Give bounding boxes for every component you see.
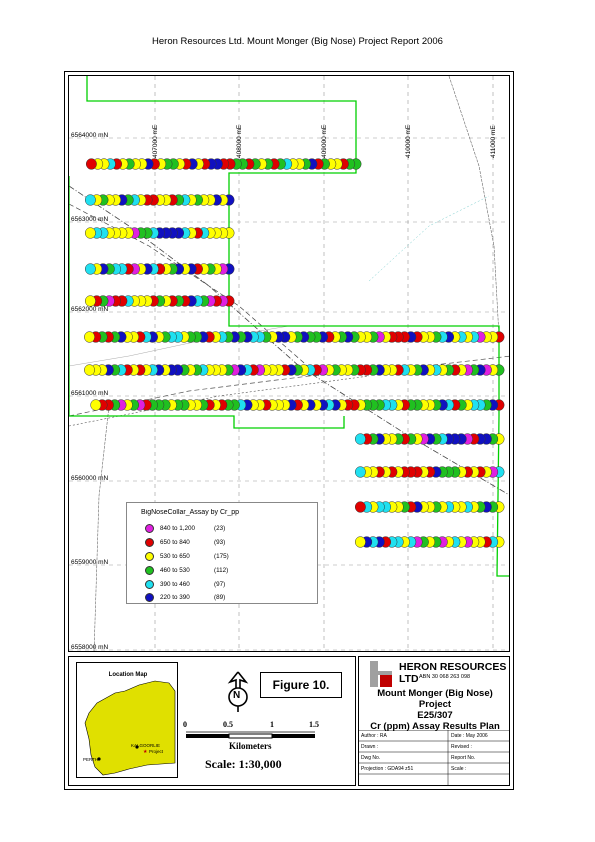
legend-range: 530 to 650 [160,552,190,560]
legend-range: 460 to 530 [160,566,190,574]
legend-item: 220 to 390 (89) [145,591,225,603]
legend-swatch [145,579,154,589]
track-line [69,375,370,427]
dwg-field: Dwg No. [361,755,381,761]
legend: BigNoseCollar_Assay by Cr_pp 840 to 1,20… [126,502,318,604]
wa-outline [84,680,176,776]
scale-bar [186,731,315,739]
project-tenement: E25/307 [417,710,453,721]
legend-swatch [145,537,154,547]
legend-count: (112) [214,566,229,574]
legend-item: 530 to 650 (175) [145,550,229,562]
scale-tick-1: 1 [270,720,274,729]
project-label: Project [149,749,164,754]
northing-label: 6559000 mN [71,559,109,566]
figure-label: Figure 10. [260,672,342,698]
kalgoorlie-marker [135,745,139,749]
northing-label: 6562000 mN [71,306,109,313]
easting-label: 410000 mE [405,124,412,158]
easting-label: 409000 mE [321,124,328,158]
legend-swatch [145,523,154,533]
legend-count: (175) [214,552,229,560]
north-label: N [233,690,241,701]
road-line [69,355,509,417]
project-title: Mount Monger (Big Nose) Project E25/307 … [360,688,510,732]
author-field: Author : RA [361,733,387,739]
kalgoorlie-label: KALGOORLIE [131,743,161,748]
company-abn: ABN 30 068 263 098 [419,674,471,680]
report-header: Heron Resources Ltd. Mount Monger (Big N… [152,36,443,47]
creek-line [368,195,490,282]
drill-collar [354,501,366,513]
date-field: Date : May 2006 [451,733,488,739]
revised-field: Revised : [451,744,472,750]
scale-field: Scale : [451,766,467,772]
northing-label: 6558000 mN [71,644,109,651]
tenement-boundary [69,415,345,429]
legend-count: (97) [214,580,226,588]
legend-count: (23) [214,524,226,532]
scale-ratio: Scale: 1:30,000 [205,757,282,771]
projection-field: Projection : GDA94 z51 [361,766,414,772]
legend-range: 220 to 390 [160,593,190,601]
page-frame [64,71,514,790]
location-map: Location Map ★ KALGOORLIE Project PERTH [76,662,178,778]
drill-collar [90,399,102,411]
drawn-field: Drawn : [361,744,379,750]
northing-label: 6564000 mN [71,132,109,139]
location-map-svg: ★ [84,680,176,776]
legend-item: 840 to 1,200 (23) [145,522,225,534]
drill-collar [354,536,366,548]
project-marker: ★ [143,749,148,755]
perth-marker [97,757,101,761]
project-name: Mount Monger (Big Nose) Project [377,688,493,710]
legend-swatch [145,565,154,575]
legend-range: 390 to 460 [160,580,190,588]
drill-collar [354,433,366,445]
drill-collar [84,295,96,307]
drill-collar [84,331,95,343]
easting-label: 411000 mE [490,125,497,158]
legend-swatch [145,592,154,602]
railway-line [93,405,110,651]
tenement-boundary [86,76,509,577]
scale-tick-1.5: 1.5 [309,720,319,729]
drill-collar [84,364,95,376]
northing-label: 6561000 mN [71,390,109,397]
scale-unit: Kilometers [229,741,272,751]
scale-tick-0.5: 0.5 [223,720,233,729]
drill-collar [84,194,96,206]
northing-label: 6563000 mN [71,216,109,223]
legend-range: 840 to 1,200 [160,524,196,532]
drill-collar [84,227,96,239]
easting-label: 407000 mE [152,124,159,158]
legend-count: (93) [214,538,226,546]
location-map-title: Location Map [108,672,148,678]
perth-label: PERTH [83,757,99,762]
legend-item: 460 to 530 (112) [145,564,228,576]
legend-item: 650 to 840 (93) [145,536,225,548]
scale-tick-0: 0 [183,720,187,729]
legend-count: (89) [214,593,226,601]
northing-label: 6560000 mN [71,475,109,482]
drill-collar [354,466,366,478]
map-canvas[interactable]: 6564000 mN 6563000 mN 6562000 mN 6561000 mN… [69,76,510,652]
north-arrow-icon [227,671,249,712]
legend-item: 390 to 460 (97) [145,578,225,590]
drill-collar [85,158,97,170]
heron-logo [370,661,392,687]
easting-label: 408000 mE [236,124,243,158]
legend-swatch [145,551,154,561]
railway-line [448,76,500,337]
report-field: Report No. [451,755,476,761]
title-block-grid [358,730,510,786]
drill-collar [84,263,96,275]
company-name: HERON RESOURCES LTD [399,661,507,685]
plan-title: Cr (ppm) Assay Results Plan [370,721,500,732]
legend-title: BigNoseCollar_Assay by Cr_pp [141,509,240,516]
legend-range: 650 to 840 [160,538,190,546]
